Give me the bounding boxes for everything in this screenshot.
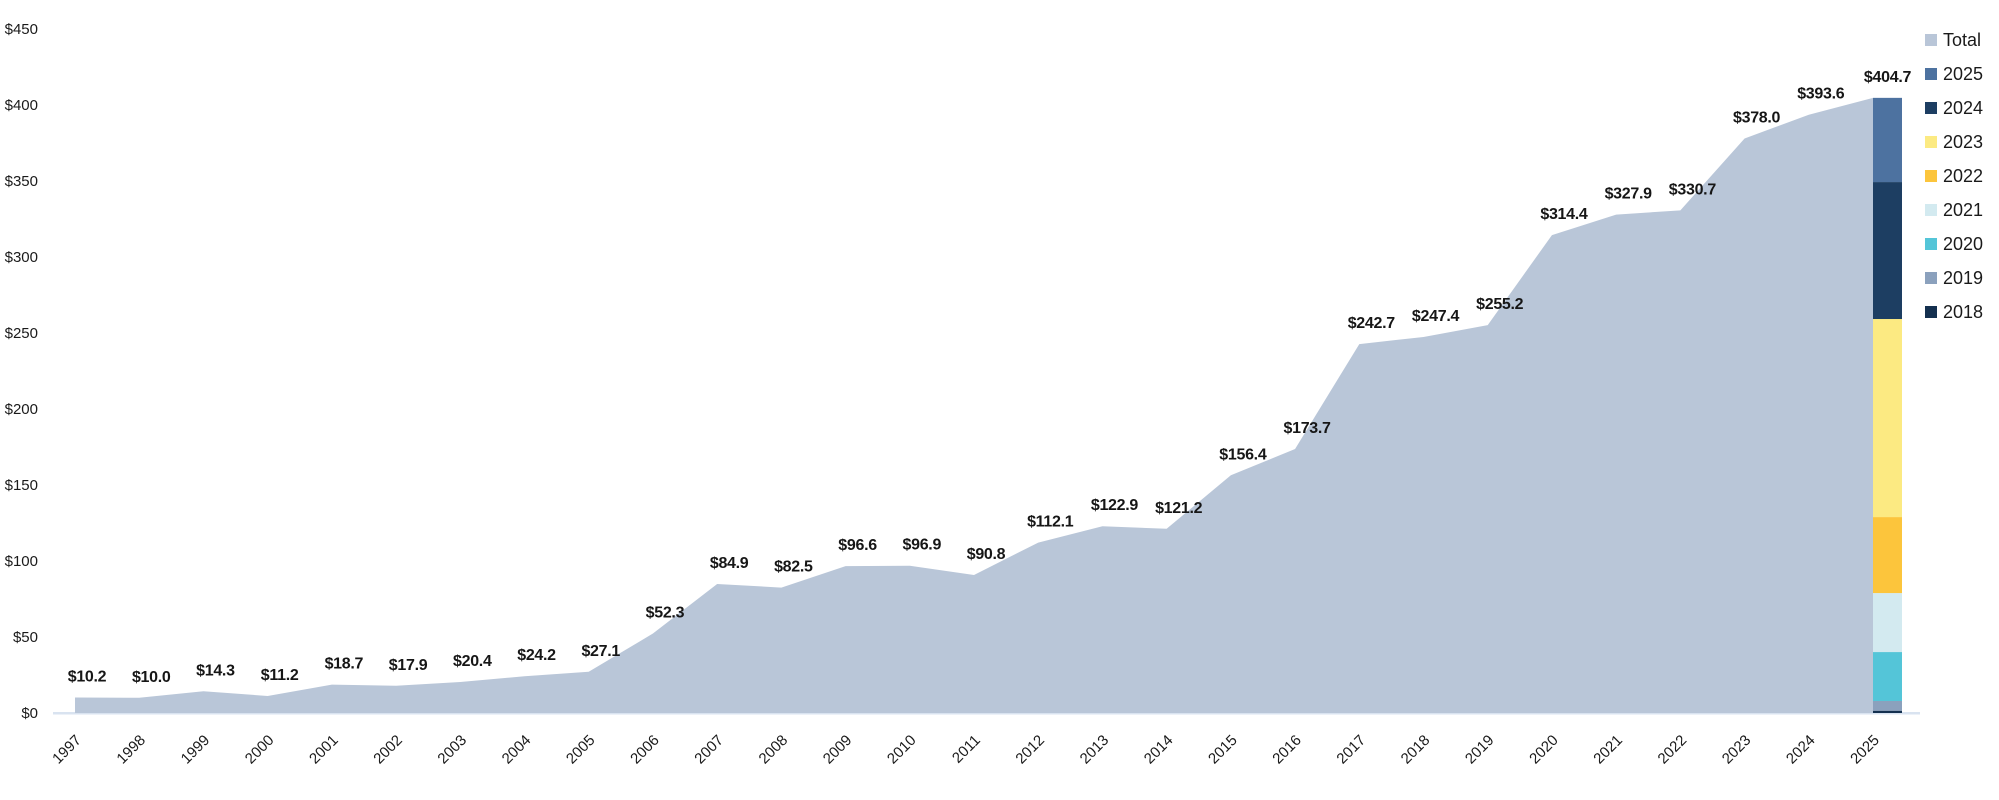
data-label-2010: $96.9 [903,537,942,554]
y-axis-tick-label-0: $0 [21,705,38,722]
data-label-1997: $10.2 [68,668,107,685]
bar-segment-2023 [1873,319,1902,518]
x-axis-tick-label-2025: 2025 [1847,732,1883,768]
legend-swatch-2024 [1925,102,1937,114]
y-axis-tick-label-200: $200 [5,401,38,418]
data-label-1998: $10.0 [132,669,171,686]
data-label-1999: $14.3 [196,662,235,679]
legend-label-2023: 2023 [1943,132,1983,152]
legend-label-2022: 2022 [1943,166,1983,186]
y-axis-tick-label-150: $150 [5,477,38,494]
legend-swatch-2023 [1925,136,1937,148]
bar-segment-2024 [1873,182,1902,320]
legend-label-2019: 2019 [1943,268,1983,288]
data-label-2017: $242.7 [1348,315,1396,332]
x-axis-tick-label-2002: 2002 [370,732,406,768]
x-axis-tick-label-2015: 2015 [1205,732,1241,768]
y-axis-tick-label-100: $100 [5,553,38,570]
legend-swatch-total [1925,34,1937,46]
x-axis-line [53,712,1920,715]
x-axis-tick-label-2005: 2005 [563,732,599,768]
bar-segment-2021 [1873,593,1902,653]
bar-segment-2020 [1873,652,1902,701]
x-axis-tick-label-2021: 2021 [1590,732,1626,768]
data-label-2012: $112.1 [1027,514,1074,531]
bar-segment-2022 [1873,517,1902,594]
x-axis-tick-label-1999: 1999 [178,732,214,768]
x-axis-tick-label-2010: 2010 [884,732,920,768]
x-axis-tick-label-2023: 2023 [1719,732,1755,768]
data-label-2018: $247.4 [1412,308,1460,325]
x-axis-tick-label-2022: 2022 [1655,732,1691,768]
data-label-2007: $84.9 [710,555,749,572]
data-label-2009: $96.6 [838,537,877,554]
legend-label-2021: 2021 [1943,200,1983,220]
x-axis-tick-label-2016: 2016 [1269,732,1305,768]
x-axis-tick-label-2019: 2019 [1462,732,1498,768]
legend-swatch-2021 [1925,204,1937,216]
bar-segment-2025 [1873,97,1902,183]
x-axis-tick-label-2007: 2007 [691,732,727,768]
x-axis-tick-label-2000: 2000 [242,732,278,768]
data-label-2001: $18.7 [325,656,364,673]
x-axis-tick-label-2011: 2011 [949,732,984,767]
legend-label-2025: 2025 [1943,64,1983,84]
data-label-2015: $156.4 [1219,446,1267,463]
data-label-2008: $82.5 [774,559,813,576]
data-label-2013: $122.9 [1091,497,1139,514]
data-label-2000: $11.2 [261,667,299,684]
x-axis-tick-label-2006: 2006 [627,732,663,768]
data-label-2022: $330.7 [1669,181,1717,198]
x-axis-tick-label-2013: 2013 [1077,732,1113,768]
x-axis-tick-label-2001: 2001 [306,732,342,768]
bar-segment-2018 [1873,710,1902,713]
x-axis-tick-label-2020: 2020 [1526,732,1562,768]
data-label-2004: $24.2 [517,647,556,664]
x-axis-tick-label-2018: 2018 [1398,732,1434,768]
data-label-2016: $173.7 [1284,420,1332,437]
y-axis-tick-label-50: $50 [13,629,38,646]
legend-swatch-2025 [1925,68,1937,80]
y-axis-tick-label-350: $350 [5,173,38,190]
bar-segment-2019 [1873,700,1902,711]
y-axis-tick-label-400: $400 [5,97,38,114]
legend-label-2020: 2020 [1943,234,1983,254]
data-label-2019: $255.2 [1476,296,1524,313]
y-axis-tick-label-250: $250 [5,325,38,342]
x-axis-tick-label-2017: 2017 [1333,732,1369,768]
legend-label-total: Total [1943,30,1981,50]
data-label-2011: $90.8 [967,546,1006,563]
y-axis-tick-label-300: $300 [5,249,38,266]
x-axis-tick-label-2008: 2008 [756,732,792,768]
data-label-2025: $404.7 [1864,69,1912,86]
x-axis-tick-label-2003: 2003 [434,732,470,768]
data-label-2024: $393.6 [1797,86,1845,103]
x-axis-tick-label-2009: 2009 [820,732,856,768]
x-axis-tick-label-1998: 1998 [113,732,149,768]
legend-swatch-2018 [1925,306,1937,318]
data-label-2020: $314.4 [1540,206,1588,223]
legend-swatch-2019 [1925,272,1937,284]
x-axis-tick-label-2012: 2012 [1012,732,1048,768]
data-label-2002: $17.9 [389,657,428,674]
total-area-series [75,97,1873,713]
data-label-2023: $378.0 [1733,109,1781,126]
data-label-2006: $52.3 [646,605,685,622]
y-axis-tick-label-450: $450 [5,21,38,38]
x-axis-tick-label-2024: 2024 [1783,732,1819,768]
data-label-2014: $121.2 [1155,500,1203,517]
legend-label-2024: 2024 [1943,98,1983,118]
legend-swatch-2022 [1925,170,1937,182]
data-label-2005: $27.1 [581,643,620,660]
data-label-2021: $327.9 [1605,186,1653,203]
data-label-2003: $20.4 [453,653,492,670]
x-axis-tick-label-1997: 1997 [49,732,85,768]
legend-swatch-2020 [1925,238,1937,250]
x-axis-tick-label-2014: 2014 [1141,732,1177,768]
legend-label-2018: 2018 [1943,302,1983,322]
x-axis-tick-label-2004: 2004 [499,732,535,768]
